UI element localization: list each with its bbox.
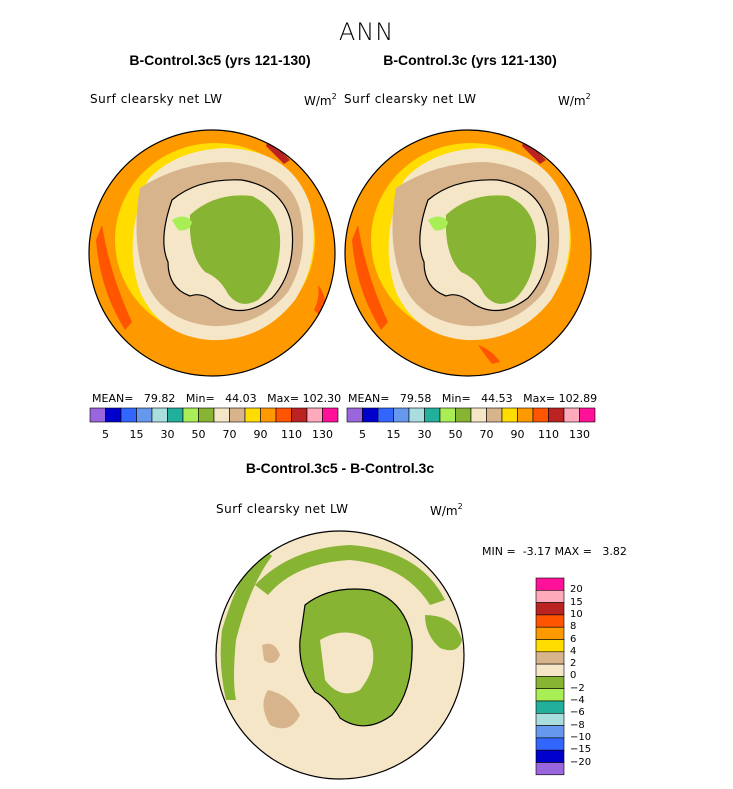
panel-1-coastline — [163, 179, 294, 312]
panel-2-colorbar-tick-label: 130 — [569, 428, 590, 441]
diff-tan-patch-small — [262, 643, 280, 664]
panel-1-red-streak-left — [96, 225, 132, 330]
diff-colorbar-box — [535, 577, 565, 591]
diff-min: -3.17 — [522, 545, 552, 558]
diff-coastline — [299, 588, 413, 727]
diff-panel-title: B-Control.3c5 - B-Control.3c — [245, 460, 435, 476]
panel-2-mean: 79.58 — [399, 392, 432, 405]
diff-colorbar-box — [535, 762, 565, 776]
diff-colorbar-tick-label: −8 — [570, 719, 585, 731]
panel-2-colorbar-tick-label: 5 — [359, 428, 366, 441]
panel-1-case-title: B-Control.3c5 (yrs 121-130) — [129, 52, 311, 68]
diff-green-patch-right — [425, 615, 462, 651]
diff-max: 3.82 — [602, 545, 627, 558]
panel-2-colorbar-box — [579, 407, 596, 423]
diff-colorbar-tick-label: 4 — [570, 645, 577, 657]
diff-continent-cream-patch — [320, 632, 374, 694]
panel-1-colorbar-tick-label: 30 — [160, 428, 175, 441]
figure-title: ANN — [338, 18, 395, 46]
diff-colorbar-box — [535, 639, 565, 653]
diff-colorbar-tick-label: 6 — [570, 633, 577, 645]
panel-1-max: 102.30 — [302, 392, 342, 405]
panel-2-red-streak-bottom — [478, 345, 500, 364]
panel-2-case-title: B-Control.3c (yrs 121-130) — [383, 52, 557, 68]
panel-1-colorbar-tick-label: 15 — [129, 428, 144, 441]
panel-1-lightgreen-patch — [172, 216, 192, 231]
panel-2-stats: MEAN= 79.58 Min= 44.53 Max= 102.89 — [348, 392, 598, 405]
diff-colorbar-tick-label: −15 — [570, 744, 592, 756]
diff-colorbar — [535, 577, 565, 776]
diff-colorbar-box — [535, 725, 565, 739]
panel-1-colorbar-tick-label: 110 — [281, 428, 302, 441]
diff-green-arc-top — [255, 545, 445, 605]
diff-tan-patch-left — [263, 690, 300, 729]
panel-2-lightgreen-patch — [428, 216, 448, 231]
diff-green-arc-left — [220, 548, 272, 700]
panel-1-min: 44.03 — [225, 392, 257, 405]
panel-1-mean: 79.82 — [143, 392, 176, 405]
panel-2-colorbar-tick-label: 70 — [479, 428, 494, 441]
diff-panel-minmax: MIN = -3.17 MAX = 3.82 — [482, 545, 627, 558]
panel-1-colorbar-tick-label: 70 — [222, 428, 237, 441]
diff-panel-units: W/m2 — [430, 502, 463, 518]
panel-1-colorbar — [89, 407, 339, 423]
panel-1-interior-green — [189, 195, 281, 304]
panel-1-stats: MEAN= 79.82 Min= 44.03 Max= 102.30 — [92, 392, 342, 405]
panel-2-variable-label: Surf clearsky net LW — [344, 92, 477, 106]
panel-1-colorbar-tick-label: 90 — [253, 428, 268, 441]
diff-colorbar-box — [535, 749, 565, 763]
panel-2-min: 44.53 — [481, 392, 513, 405]
panel-2-red-streak-left — [352, 225, 388, 330]
diff-colorbar-box — [535, 651, 565, 665]
panel-2-colorbar-tick-label: 50 — [448, 428, 463, 441]
diff-colorbar-box — [535, 626, 565, 640]
diff-colorbar-box — [535, 713, 565, 726]
panel-1-colorbar-box — [322, 407, 339, 423]
diff-colorbar-box — [535, 737, 565, 751]
panel-2-colorbar — [346, 407, 596, 423]
diff-panel-variable-label: Surf clearsky net LW — [216, 502, 349, 516]
panel-2-coastline — [419, 179, 550, 312]
panel-2-colorbar-tick-label: 90 — [510, 428, 525, 441]
panel-2-max: 102.89 — [558, 392, 598, 405]
diff-colorbar-tick-label: −10 — [570, 731, 592, 743]
diff-colorbar-tick-label: −6 — [570, 707, 585, 719]
panel-1-map-border — [88, 129, 336, 377]
diff-colorbar-tick-label: −20 — [570, 756, 592, 768]
diff-colorbar-box — [535, 614, 565, 628]
diff-colorbar-tick-label: −4 — [570, 695, 585, 706]
panel-1-units: W/m2 — [304, 92, 337, 108]
panel-1-colorbar-tick-label: 50 — [191, 428, 206, 441]
diff-colorbar-tick-label: 0 — [570, 670, 577, 682]
diff-colorbar-box — [535, 676, 565, 690]
diff-colorbar-tick-label: 2 — [570, 658, 577, 670]
panel-1-colorbar-tick-label: 5 — [102, 428, 109, 441]
panel-2-interior-green — [445, 195, 537, 304]
diff-colorbar-box — [535, 700, 565, 714]
panel-2-colorbar-tick-label: 110 — [538, 428, 559, 441]
diff-colorbar-tick-label: 20 — [570, 584, 583, 596]
panel-1-colorbar-tick-label: 130 — [312, 428, 333, 441]
diff-colorbar-tick-label: 15 — [570, 596, 583, 608]
diff-colorbar-box — [535, 602, 565, 616]
panel-2-colorbar-tick-label: 15 — [386, 428, 401, 441]
panel-2-colorbar-tick-label: 30 — [417, 428, 432, 441]
diff-colorbar-tick-label: 10 — [570, 608, 583, 620]
diff-map-border — [215, 530, 465, 780]
diff-colorbar-box — [535, 590, 565, 603]
diff-colorbar-box — [535, 688, 565, 702]
diff-colorbar-tick-label: −2 — [570, 682, 585, 694]
panel-2-units: W/m2 — [558, 92, 591, 108]
panel-1-variable-label: Surf clearsky net LW — [90, 92, 223, 106]
panel-2-map-border — [344, 129, 592, 377]
diff-colorbar-tick-label: 8 — [570, 621, 577, 633]
diff-colorbar-box — [535, 663, 565, 677]
